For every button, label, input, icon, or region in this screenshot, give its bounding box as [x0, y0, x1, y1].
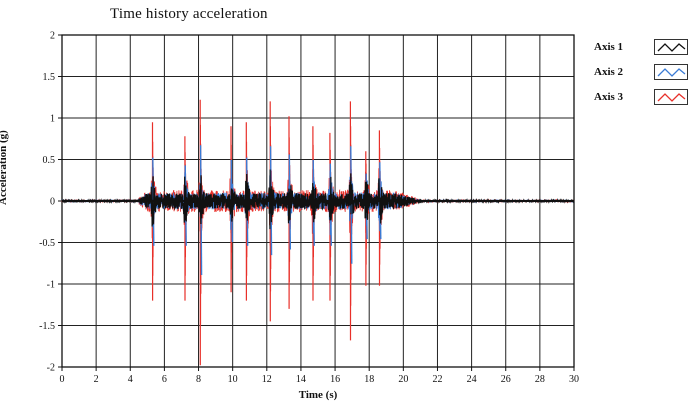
y-tick-label: 2: [50, 31, 55, 42]
legend-item-axis-1: Axis 1: [594, 38, 690, 56]
x-tick-label: 0: [60, 374, 65, 385]
x-tick-label: 22: [432, 374, 442, 385]
x-tick-label: 8: [196, 374, 201, 385]
y-tick-label: 0.5: [43, 155, 56, 166]
x-axis-label: Time (s): [298, 389, 338, 401]
legend-label: Axis 1: [594, 41, 624, 53]
x-tick-label: 28: [535, 374, 545, 385]
x-tick-label: 20: [398, 374, 408, 385]
legend-label: Axis 2: [594, 66, 624, 78]
legend-swatch-axis-1: [654, 39, 688, 55]
y-tick-label: 0: [50, 197, 55, 208]
legend-swatch-axis-2: [654, 64, 688, 80]
y-tick-label: -1.5: [39, 321, 55, 332]
x-tick-label: 2: [94, 374, 99, 385]
legend-swatch-axis-3: [654, 89, 688, 105]
x-tick-label: 24: [467, 374, 477, 385]
x-tick-label: 30: [569, 374, 579, 385]
y-tick-label: -0.5: [39, 238, 55, 249]
y-tick-label: -2: [47, 363, 55, 374]
y-tick-label: 1.5: [43, 72, 56, 83]
legend: Axis 1 Axis 2 Axis 3: [594, 38, 690, 113]
x-tick-label: 18: [364, 374, 374, 385]
x-tick-label: 16: [330, 374, 340, 385]
x-tick-label: 10: [228, 374, 238, 385]
legend-item-axis-2: Axis 2: [594, 63, 690, 81]
x-tick-label: 6: [162, 374, 167, 385]
x-tick-label: 12: [262, 374, 272, 385]
legend-item-axis-3: Axis 3: [594, 88, 690, 106]
x-tick-label: 14: [296, 374, 306, 385]
legend-label: Axis 3: [594, 91, 624, 103]
y-tick-label: -1: [47, 280, 55, 291]
x-tick-label: 26: [501, 374, 511, 385]
chart-title: Time history acceleration: [110, 6, 268, 22]
x-tick-label: 4: [128, 374, 133, 385]
y-tick-label: 1: [50, 114, 55, 125]
